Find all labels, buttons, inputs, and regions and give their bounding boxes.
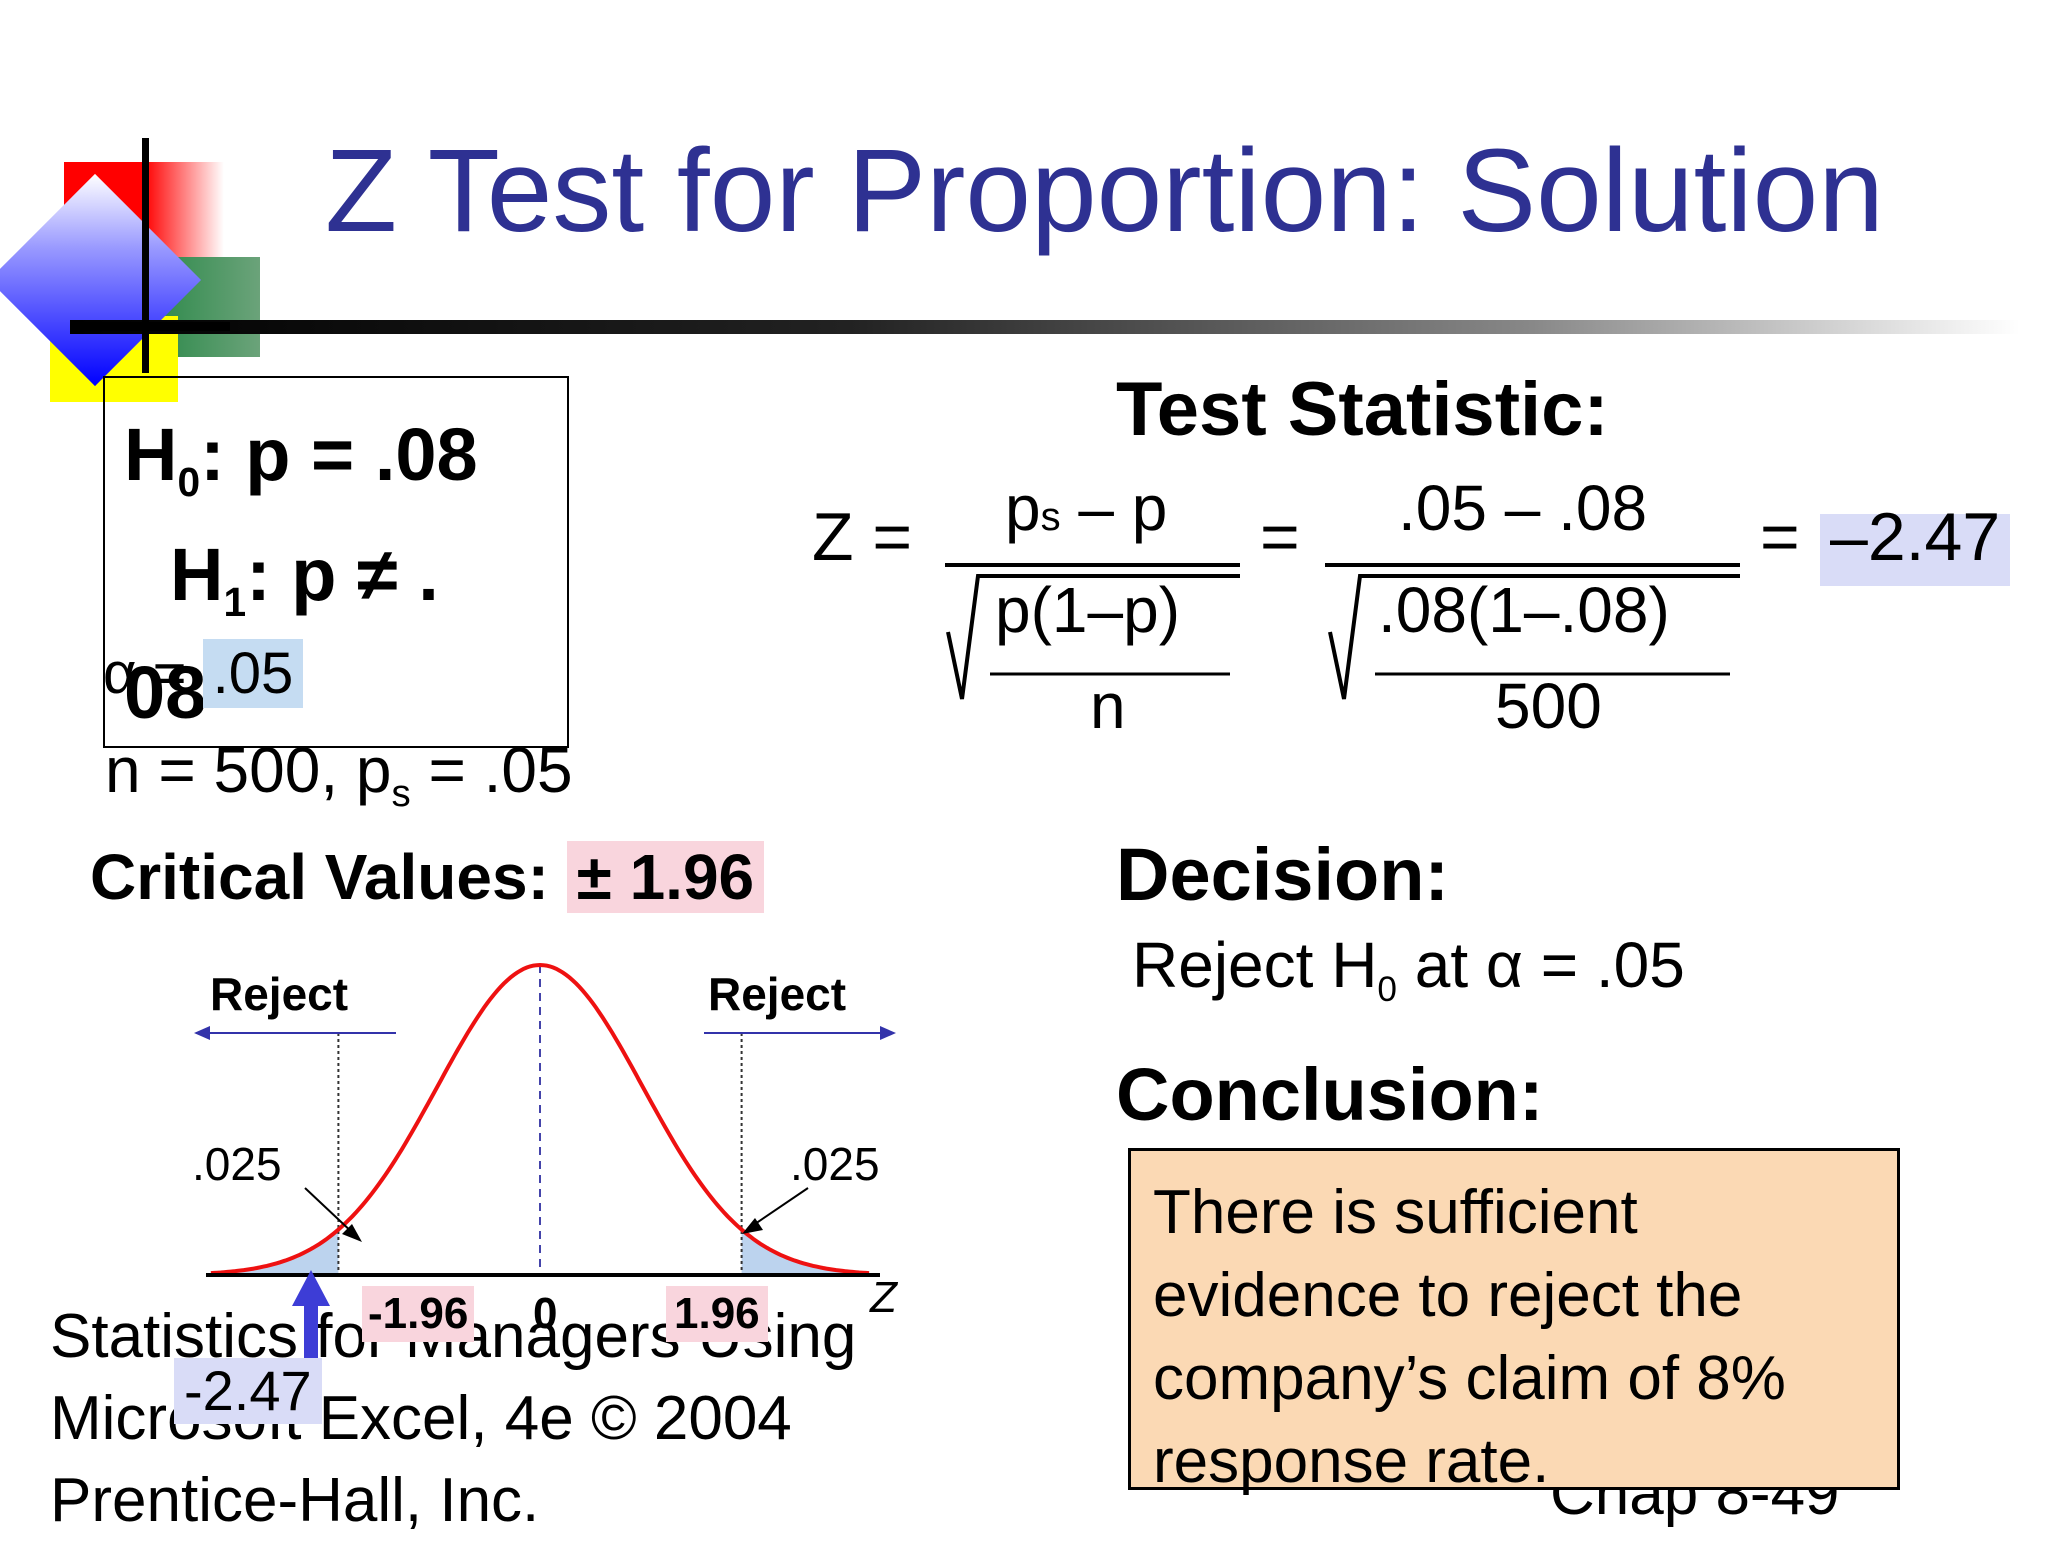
critical-label-right: 1.96 <box>666 1286 768 1342</box>
numeric-denominator-top: .08(1–.08) <box>1378 574 1670 646</box>
left-tail-pointer <box>304 1187 356 1236</box>
null-hypothesis: H0: p = .08 <box>124 413 478 505</box>
reject-right-arrowhead <box>880 1026 896 1040</box>
z-label: Z = <box>812 499 912 575</box>
symbolic-denominator-bottom: n <box>1090 670 1126 742</box>
alpha-level: α = .05 <box>103 639 304 708</box>
normal-curve <box>210 962 870 1276</box>
reject-right-label: Reject <box>708 968 846 1020</box>
critical-label-center: 0 <box>533 1289 558 1338</box>
symbolic-radical <box>946 574 1240 700</box>
slide-title: Z Test for Proportion: Solution <box>325 125 1884 257</box>
conclusion-box: There is sufficient evidence to reject t… <box>1128 1148 1900 1496</box>
sample-info: n = 500, ps = .05 <box>105 734 573 815</box>
decorative-crosshair-horizontal <box>70 322 230 331</box>
left-tail-pointer-head <box>342 1224 362 1242</box>
observed-z-arrow <box>292 1270 330 1358</box>
equals-2: = <box>1760 499 1800 575</box>
alternative-hypothesis-continued: 08 <box>124 651 207 734</box>
numeric-radical <box>1328 574 1740 700</box>
right-tail-pointer <box>751 1187 809 1227</box>
conclusion-line: company’s claim of 8% <box>1153 1344 1786 1413</box>
axis-label-z: Z <box>869 1273 899 1322</box>
symbolic-numerator: ps – p <box>1005 472 1167 544</box>
reject-left-arrowhead <box>194 1026 210 1040</box>
conclusion-line: There is sufficient <box>1153 1178 1638 1247</box>
conclusion-line: response rate. <box>1153 1427 1550 1496</box>
decorative-crosshair-vertical <box>142 138 149 373</box>
critical-values-highlight: ± 1.96 <box>566 841 765 913</box>
decision-heading: Decision: <box>1116 833 1450 916</box>
z-statistic-formula: Z = ps – p p(1–p) n = .05 – .08 .08(1–.0… <box>812 472 2010 742</box>
numeric-numerator: .05 – .08 <box>1398 472 1647 544</box>
hypotheses-box <box>103 376 569 748</box>
left-tail-area-label: .025 <box>192 1138 282 1190</box>
right-tail-area <box>741 1229 870 1275</box>
left-tail-area <box>210 1229 339 1275</box>
reject-left-label: Reject <box>210 968 348 1020</box>
numeric-denominator-bottom: 500 <box>1495 670 1602 742</box>
result-highlight <box>1820 514 2010 586</box>
observed-z-label: -2.47 <box>174 1358 322 1424</box>
critical-values: Critical Values: ± 1.96 <box>90 840 765 914</box>
alternative-hypothesis: H1: p ≠ . <box>170 533 439 625</box>
title-rule <box>70 320 2020 334</box>
right-tail-pointer-head <box>742 1218 763 1234</box>
equals-1: = <box>1260 499 1300 575</box>
critical-label-left: -1.96 <box>362 1286 475 1342</box>
symbolic-denominator-top: p(1–p) <box>995 574 1180 646</box>
test-statistic-heading: Test Statistic: <box>1116 367 1609 452</box>
z-result: –2.47 <box>1830 499 2000 575</box>
conclusion-line: evidence to reject the <box>1153 1261 1743 1330</box>
rejection-region-chart: Reject Reject .025 .025 Z <box>192 962 899 1322</box>
alpha-value: .05 <box>202 639 304 708</box>
right-tail-area-label: .025 <box>790 1138 880 1190</box>
decision-text: Reject H0 at α = .05 <box>1132 929 1685 1009</box>
conclusion-heading: Conclusion: <box>1116 1053 1544 1136</box>
